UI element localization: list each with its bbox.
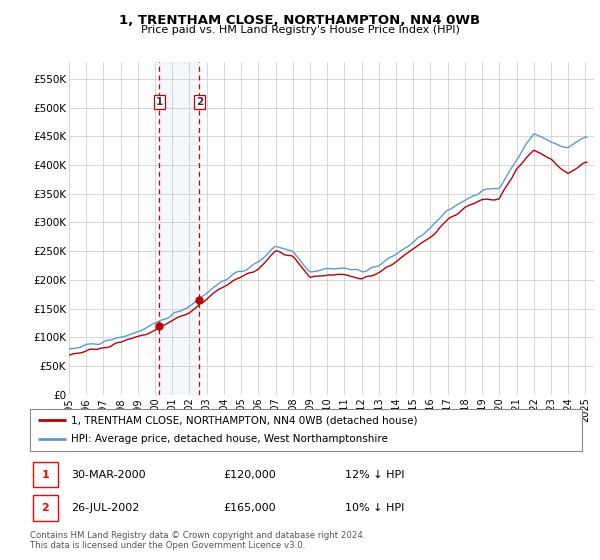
Text: 1: 1 [41,470,49,479]
Text: £120,000: £120,000 [223,470,276,479]
Bar [160,62,199,395]
Bar [33,496,58,521]
Text: 10% ↓ HPI: 10% ↓ HPI [344,503,404,513]
Bar [33,462,58,487]
Text: 2: 2 [41,503,49,513]
Text: 30-MAR-2000: 30-MAR-2000 [71,470,146,479]
Text: HPI: Average price, detached house, West Northamptonshire: HPI: Average price, detached house, West… [71,435,388,445]
Text: Contains HM Land Registry data © Crown copyright and database right 2024.
This d: Contains HM Land Registry data © Crown c… [30,531,365,550]
Text: £165,000: £165,000 [223,503,276,513]
Text: Price paid vs. HM Land Registry's House Price Index (HPI): Price paid vs. HM Land Registry's House … [140,25,460,35]
Text: 12% ↓ HPI: 12% ↓ HPI [344,470,404,479]
Text: 1: 1 [155,96,163,106]
Text: 26-JUL-2002: 26-JUL-2002 [71,503,140,513]
Text: 1, TRENTHAM CLOSE, NORTHAMPTON, NN4 0WB: 1, TRENTHAM CLOSE, NORTHAMPTON, NN4 0WB [119,14,481,27]
Text: 2: 2 [196,96,203,106]
Text: 1, TRENTHAM CLOSE, NORTHAMPTON, NN4 0WB (detached house): 1, TRENTHAM CLOSE, NORTHAMPTON, NN4 0WB … [71,415,418,425]
